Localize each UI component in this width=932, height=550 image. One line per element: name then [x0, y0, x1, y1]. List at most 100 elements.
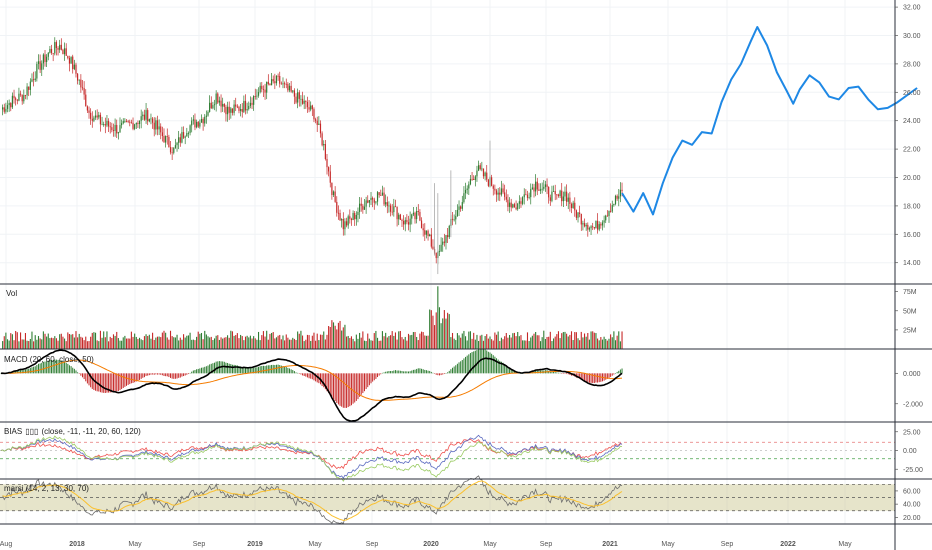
volume-bar — [150, 338, 152, 349]
macd-histogram-bar — [476, 349, 478, 374]
volume-bar — [517, 331, 519, 349]
macd-histogram-bar — [453, 366, 455, 374]
volume-bar — [235, 335, 237, 349]
macd-histogram-bar — [368, 373, 370, 386]
candle-body — [492, 185, 494, 189]
volume-bar — [277, 335, 279, 349]
candle-body — [166, 136, 168, 137]
macd-histogram-bar — [598, 373, 600, 383]
volume-bar — [305, 339, 307, 349]
macd-histogram-bar — [417, 368, 419, 374]
candle-body — [209, 102, 211, 112]
volume-bar — [363, 340, 366, 349]
volume-bar — [522, 340, 524, 349]
macd-histogram-bar — [336, 373, 338, 403]
candle-body — [47, 52, 49, 57]
volume-bar — [520, 335, 522, 349]
candle-body — [147, 110, 149, 122]
volume-bar — [166, 337, 168, 349]
volume-bar — [223, 337, 225, 349]
macd-histogram-bar — [83, 373, 85, 380]
volume-bar — [460, 337, 462, 349]
macd-histogram-bar — [130, 373, 132, 384]
macd-histogram-bar — [187, 373, 189, 375]
candle-body — [603, 220, 605, 223]
macd-histogram-bar — [126, 373, 128, 386]
candle-body — [398, 214, 400, 220]
volume-bar — [390, 335, 392, 349]
macd-histogram-bar — [15, 371, 17, 374]
candle-body — [106, 120, 108, 126]
volume-bar — [334, 325, 336, 349]
macd-histogram-bar — [165, 373, 167, 377]
macd-histogram-bar — [90, 373, 92, 388]
volume-bar — [360, 337, 362, 349]
price-tick-label: 24.00 — [903, 118, 921, 125]
candle-body — [122, 121, 124, 124]
bias-panel-marks: ▯▯▯ — [25, 427, 38, 436]
candle-body — [272, 79, 274, 82]
candle-body — [94, 115, 97, 118]
macd-histogram-bar — [20, 370, 22, 374]
macd-histogram-bar — [137, 373, 139, 381]
volume-bar — [492, 340, 494, 349]
candle-body — [487, 179, 489, 186]
volume-bar — [438, 307, 441, 349]
macd-histogram-bar — [231, 364, 233, 374]
volume-bar — [505, 332, 507, 349]
volume-bar — [553, 338, 555, 349]
candle-body — [218, 100, 221, 103]
candle-body — [344, 221, 346, 230]
volume-bar — [474, 339, 476, 349]
volume-bar — [251, 338, 253, 349]
candle-body — [370, 197, 372, 201]
candle-body — [98, 114, 100, 118]
price-panel — [2, 26, 918, 275]
candle-body — [375, 201, 377, 203]
macd-histogram-bar — [186, 373, 188, 375]
candle-body — [130, 122, 132, 124]
macd-histogram-bar — [619, 369, 621, 374]
candle-body — [65, 48, 67, 56]
volume-bar — [233, 335, 235, 349]
macd-histogram-bar — [191, 371, 193, 374]
macd-histogram-bar — [458, 362, 460, 374]
candle-body — [409, 218, 411, 225]
candle-body — [217, 93, 219, 103]
volume-bar — [342, 327, 344, 349]
candle-body — [33, 79, 35, 81]
macd-histogram-bar — [334, 373, 336, 402]
volume-bar — [210, 336, 212, 349]
candle-body — [249, 102, 251, 106]
candle-body — [119, 125, 121, 133]
macd-histogram-bar — [258, 366, 260, 374]
candle-body — [236, 106, 238, 108]
volume-bar — [196, 336, 198, 349]
macd-histogram-bar — [603, 373, 605, 381]
macd-histogram-bar — [435, 373, 437, 375]
macd-histogram-bar — [341, 373, 343, 407]
candle-body — [151, 118, 154, 123]
candle-body — [165, 136, 167, 143]
macd-histogram-bar — [422, 369, 424, 374]
macd-histogram-bar — [324, 373, 326, 390]
volume-bar — [142, 340, 144, 349]
candle-body — [517, 203, 519, 210]
volume-bar — [564, 331, 566, 349]
volume-bar — [181, 339, 183, 349]
volume-bar — [311, 335, 313, 349]
macd-panel — [0, 348, 623, 423]
candle-body — [482, 168, 485, 177]
volume-bar — [362, 331, 364, 349]
macd-histogram-bar — [121, 373, 123, 390]
candle-body — [148, 119, 150, 122]
volume-bar — [557, 331, 560, 349]
candle-body — [590, 226, 592, 229]
candle-body — [300, 98, 302, 100]
macd-histogram-bar — [207, 365, 209, 374]
macd-histogram-bar — [461, 360, 463, 374]
candle-body — [160, 126, 162, 133]
volume-bar — [83, 340, 85, 349]
time-tick-label: May — [661, 541, 675, 548]
volume-bar — [26, 340, 28, 349]
